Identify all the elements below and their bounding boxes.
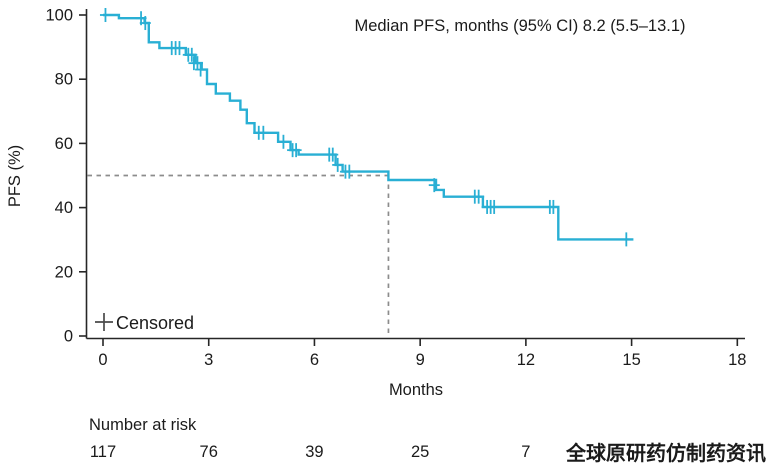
risk-table-values: 117 76 39 25 7 bbox=[90, 443, 531, 461]
censor-plus-mark bbox=[473, 189, 485, 204]
censor-plus-mark bbox=[195, 62, 207, 77]
x-tick-label: 6 bbox=[310, 351, 319, 369]
y-axis-ticks: 100 80 60 40 20 0 bbox=[45, 7, 87, 346]
censor-plus-mark bbox=[186, 47, 198, 62]
y-tick-label: 20 bbox=[55, 263, 73, 281]
censor-plus-mark bbox=[327, 147, 339, 162]
y-tick-label: 40 bbox=[55, 199, 73, 217]
chart-title: Median PFS, months (95% CI) 8.2 (5.5–13.… bbox=[354, 17, 685, 35]
censor-plus-mark bbox=[99, 8, 111, 22]
x-tick-label: 9 bbox=[416, 351, 425, 369]
censor-plus-mark bbox=[257, 125, 269, 140]
x-tick-label: 3 bbox=[204, 351, 213, 369]
x-tick-label: 12 bbox=[517, 351, 535, 369]
y-tick-label: 80 bbox=[55, 71, 73, 89]
x-tick-label: 0 bbox=[98, 351, 107, 369]
y-axis-title: PFS (%) bbox=[6, 145, 24, 207]
censored-legend: Censored bbox=[95, 313, 194, 333]
x-axis: 0 3 6 9 12 15 18 bbox=[86, 337, 746, 369]
censor-plus-mark bbox=[290, 143, 302, 158]
km-curve bbox=[103, 13, 634, 241]
risk-value: 7 bbox=[521, 443, 530, 461]
censored-legend-label: Censored bbox=[116, 313, 194, 333]
censor-plus-mark bbox=[343, 164, 355, 179]
risk-table-label: Number at risk bbox=[89, 416, 197, 434]
censor-plus-mark bbox=[620, 232, 632, 247]
censor-plus-mark bbox=[547, 199, 559, 214]
censor-plus-mark bbox=[277, 134, 289, 149]
censor-plus-mark bbox=[332, 157, 344, 172]
y-axis: 100 80 60 40 20 0 bbox=[45, 7, 88, 346]
censor-plus-mark bbox=[173, 41, 185, 56]
censor-plus-icon bbox=[95, 313, 113, 331]
risk-value: 117 bbox=[90, 443, 116, 461]
risk-value: 39 bbox=[305, 443, 323, 461]
censor-marks bbox=[99, 8, 632, 247]
x-tick-label: 18 bbox=[728, 351, 746, 369]
y-tick-label: 100 bbox=[45, 7, 73, 25]
x-tick-label: 15 bbox=[622, 351, 640, 369]
censor-plus-mark bbox=[488, 199, 500, 214]
censor-plus-mark bbox=[139, 16, 151, 31]
censor-plus-mark bbox=[428, 178, 440, 193]
x-axis-title: Months bbox=[389, 381, 443, 399]
x-axis-ticks: 0 3 6 9 12 15 18 bbox=[98, 338, 746, 369]
risk-value: 76 bbox=[200, 443, 218, 461]
y-tick-label: 0 bbox=[64, 328, 73, 346]
risk-value: 25 bbox=[411, 443, 429, 461]
watermark-text: 全球原研药仿制药资讯 bbox=[565, 441, 766, 465]
y-tick-label: 60 bbox=[55, 135, 73, 153]
